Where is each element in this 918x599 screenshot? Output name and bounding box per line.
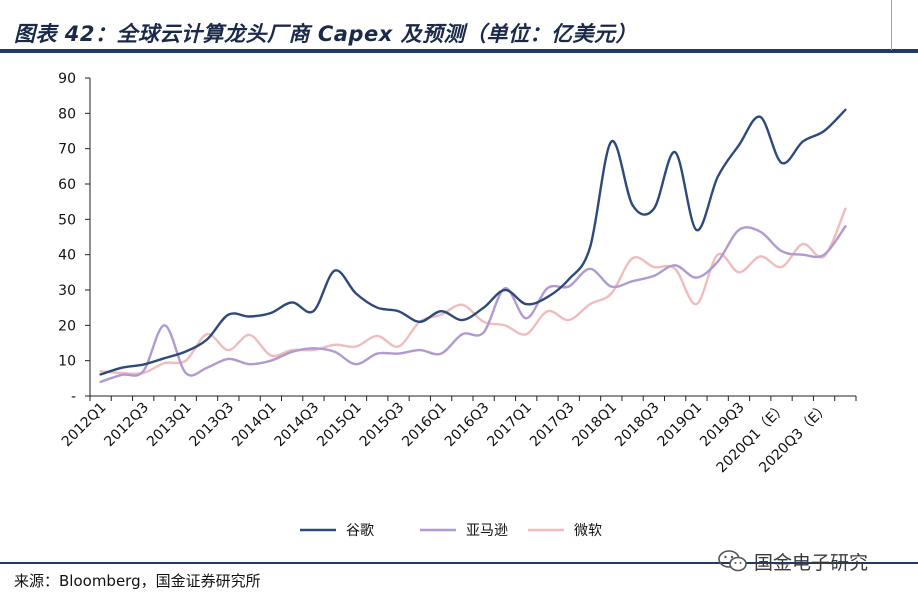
y-tick-label: 20 [58, 318, 76, 334]
series-line-1 [99, 225, 847, 384]
x-tick-label: 2015Q3 [357, 400, 408, 451]
x-tick-label: 2013Q1 [144, 400, 195, 451]
watermark-text: 国金电子研究 [754, 551, 869, 574]
x-tick-labels: 2012Q12012Q32013Q12013Q32014Q12014Q32015… [59, 400, 833, 477]
y-tick-label: 70 [58, 142, 76, 158]
axes [85, 77, 857, 401]
legend-label: 亚马逊 [466, 523, 508, 539]
x-tick-label: 2017Q3 [527, 400, 578, 451]
x-tick-label: 2013Q3 [187, 400, 238, 451]
x-tick-label: 2016Q3 [442, 400, 493, 451]
series-line-0 [99, 108, 847, 376]
series-lines [99, 108, 847, 384]
legend-label: 谷歌 [346, 523, 374, 539]
y-tick-label: 50 [58, 212, 76, 228]
series-line-2 [99, 207, 847, 376]
x-tick-label: 2014Q3 [272, 400, 323, 451]
title-rule [0, 49, 918, 53]
watermark: 国金电子研究 [718, 544, 868, 578]
y-tick-label: 40 [58, 248, 76, 264]
y-tick-label: - [71, 389, 76, 405]
x-tick-label: 2012Q3 [101, 400, 152, 451]
x-tick-label: 2019Q1 [655, 400, 706, 451]
y-tick-label: 80 [58, 106, 76, 122]
x-tick-label: 2018Q3 [612, 400, 663, 451]
footer-rule [0, 562, 918, 564]
x-tick-label: 2016Q1 [399, 400, 450, 451]
y-tick-labels: - 10 20 30 40 50 60 70 80 90 [58, 71, 76, 405]
figure-title: 图表 42：全球云计算龙头厂商 Capex 及预测（单位：亿美元） [14, 22, 638, 46]
x-tick-label: 2017Q1 [484, 400, 535, 451]
y-tick-label: 10 [58, 354, 76, 370]
x-tick-label: 2012Q1 [59, 400, 110, 451]
x-tick-label: 2014Q1 [229, 400, 280, 451]
legend-label: 微软 [574, 523, 602, 539]
x-tick-label: 2015Q1 [314, 400, 365, 451]
wechat-icon [718, 550, 747, 572]
x-tick-label: 2018Q1 [570, 400, 621, 451]
y-tick-label: 60 [58, 177, 76, 193]
legend: 谷歌 亚马逊 微软 [300, 523, 602, 539]
y-tick-label: 30 [58, 283, 76, 299]
right-rule [891, 0, 892, 50]
y-tick-label: 90 [58, 71, 76, 87]
source-note: 来源：Bloomberg，国金证券研究所 [14, 572, 261, 590]
